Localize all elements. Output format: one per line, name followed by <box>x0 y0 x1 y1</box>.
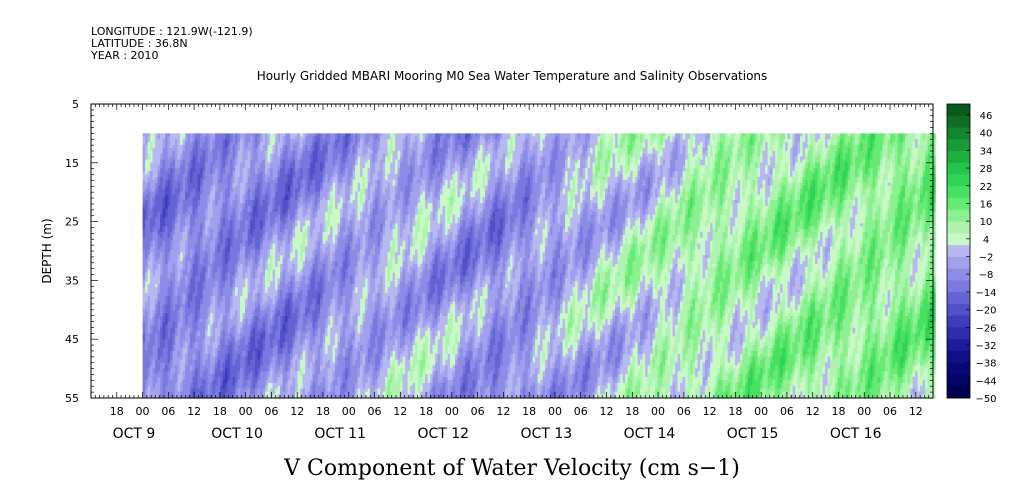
velocity-chart: LONGITUDE : 121.9W(-121.9) LATITUDE : 36… <box>0 0 1009 504</box>
year-label: YEAR : 2010 <box>90 49 159 62</box>
chart-title: Hourly Gridded MBARI Mooring M0 Sea Wate… <box>257 69 768 83</box>
heatmap-field <box>143 133 936 398</box>
